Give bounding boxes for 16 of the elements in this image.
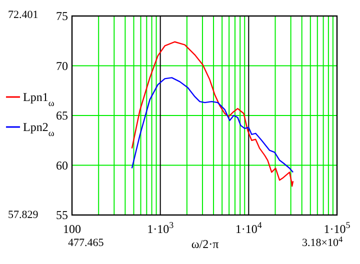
legend-label: Lpn1$_{ω}$ xyxy=(23,90,54,108)
y-tick-label: 75 xyxy=(56,9,68,23)
x-tick-label: 1·10$^{4}$ xyxy=(235,220,262,236)
text: 57.829 xyxy=(8,209,39,221)
legend-label: Lpn2$_{ω}$ xyxy=(23,120,54,138)
x-tick-label: 1·10$^{3}$ xyxy=(147,220,174,236)
text: 3.18×10$^{4}$ xyxy=(302,234,343,249)
x-tick-label: 100 xyxy=(63,222,81,236)
x-tick-label: 1·10$^{5}$ xyxy=(324,220,351,236)
y-tick-label: 55 xyxy=(56,208,68,222)
y-tick-label: 65 xyxy=(56,108,68,122)
text: 72.401 xyxy=(8,9,38,21)
x-axis-title: ω/2·π xyxy=(191,237,219,251)
y-tick-label: 60 xyxy=(56,158,68,172)
y-tick-label: 70 xyxy=(56,58,68,73)
text: 477.465 xyxy=(68,237,104,249)
